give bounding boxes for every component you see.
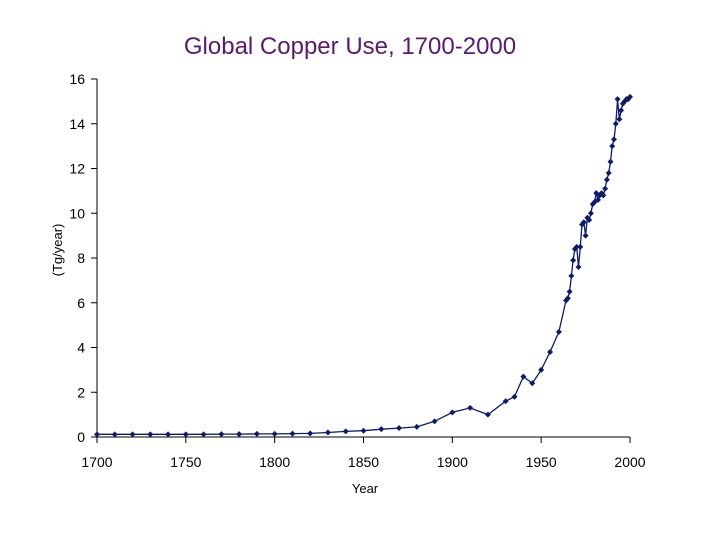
data-point xyxy=(614,96,621,103)
data-point xyxy=(182,431,189,438)
data-point xyxy=(587,210,594,217)
y-tick-label: 6 xyxy=(77,295,85,311)
y-tick-label: 12 xyxy=(69,161,85,177)
data-point xyxy=(165,431,172,438)
data-point xyxy=(111,431,118,438)
data-point xyxy=(570,257,577,264)
data-point xyxy=(547,348,554,355)
data-point xyxy=(602,185,609,192)
data-point xyxy=(467,404,474,411)
data-point xyxy=(568,272,575,279)
y-tick-label: 2 xyxy=(77,384,85,400)
data-point xyxy=(586,216,593,223)
x-tick-label: 2000 xyxy=(614,454,645,470)
y-tick-label: 16 xyxy=(69,71,85,87)
data-point xyxy=(360,427,367,434)
data-point xyxy=(575,263,582,270)
data-point xyxy=(520,373,527,380)
data-point xyxy=(555,328,562,335)
data-point xyxy=(600,192,607,199)
data-point xyxy=(431,418,438,425)
data-point xyxy=(484,411,491,418)
data-point xyxy=(580,219,587,226)
data-point xyxy=(611,136,618,143)
y-tick-label: 8 xyxy=(77,250,85,266)
data-point xyxy=(582,232,589,239)
x-tick-label: 1850 xyxy=(348,454,379,470)
data-point xyxy=(200,431,207,438)
data-point xyxy=(538,366,545,373)
data-point xyxy=(566,288,573,295)
data-point xyxy=(147,431,154,438)
y-tick-label: 0 xyxy=(77,429,85,445)
data-point xyxy=(529,380,536,387)
data-point xyxy=(289,430,296,437)
data-point xyxy=(129,431,136,438)
data-point xyxy=(253,430,260,437)
data-point xyxy=(218,431,225,438)
data-point xyxy=(307,430,314,437)
x-tick-label: 1700 xyxy=(81,454,112,470)
data-point xyxy=(627,93,633,100)
y-tick-label: 14 xyxy=(69,116,85,132)
x-axis-label: Year xyxy=(352,481,379,496)
data-point xyxy=(607,158,614,165)
data-point xyxy=(595,196,602,203)
x-tick-label: 1750 xyxy=(170,454,201,470)
series-line xyxy=(97,96,631,435)
x-tick-label: 1950 xyxy=(526,454,557,470)
data-point xyxy=(603,176,610,183)
data-point xyxy=(396,425,403,432)
data-point xyxy=(564,295,571,302)
data-point xyxy=(612,120,619,127)
data-point xyxy=(378,426,385,433)
chart-title: Global Copper Use, 1700-2000 xyxy=(184,33,516,60)
data-point xyxy=(449,409,456,416)
data-point xyxy=(609,143,616,150)
data-point xyxy=(342,428,349,435)
y-axis-label: (Tg/year) xyxy=(50,224,65,277)
y-tick-label: 4 xyxy=(77,340,85,356)
data-point xyxy=(413,423,420,430)
data-point xyxy=(577,243,584,250)
x-tick-label: 1900 xyxy=(437,454,468,470)
data-point xyxy=(605,169,612,176)
data-point xyxy=(502,398,509,405)
data-point xyxy=(324,429,331,436)
data-point xyxy=(573,243,580,250)
data-point xyxy=(271,430,278,437)
data-point xyxy=(616,116,623,123)
data-point xyxy=(618,107,625,114)
x-tick-label: 1800 xyxy=(259,454,290,470)
data-point xyxy=(236,431,243,438)
y-tick-label: 10 xyxy=(69,205,85,221)
data-point xyxy=(94,431,100,438)
data-point xyxy=(511,393,518,400)
